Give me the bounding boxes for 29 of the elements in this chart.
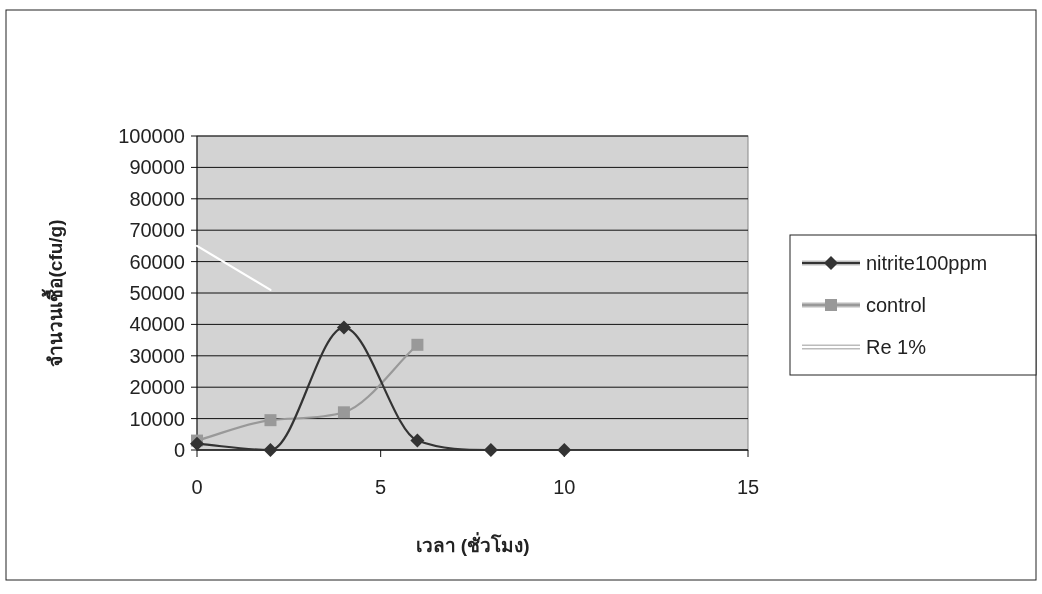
- y-axis-title: จำนวนเชื้อ(cfu/g): [41, 219, 66, 367]
- y-tick-label: 0: [173, 439, 185, 461]
- x-tick-label: 15: [736, 476, 760, 498]
- y-tick-label: 50000: [129, 282, 185, 304]
- point: [336, 320, 351, 335]
- y-tick-label: 80000: [129, 187, 185, 210]
- point: [263, 443, 278, 457]
- y-tick-label: 90000: [129, 156, 185, 179]
- legend-label: control: [866, 294, 927, 316]
- y-tick-label: 20000: [129, 376, 185, 399]
- y-tick-label: 100000: [118, 125, 185, 147]
- x-tick-label: 0: [191, 476, 203, 498]
- x-tick-label: 5: [375, 476, 387, 498]
- point: [410, 433, 425, 448]
- y-tick-label: 10000: [129, 407, 185, 430]
- y-tick-label: 40000: [129, 313, 185, 336]
- x-tick-label: 10: [553, 476, 576, 498]
- point: [483, 443, 498, 457]
- y-tick-label: 60000: [129, 250, 185, 273]
- legend-label: nitrite100ppm: [866, 252, 988, 274]
- point: [557, 443, 572, 457]
- point: [264, 414, 277, 427]
- y-tick-label: 70000: [129, 219, 185, 242]
- point: [190, 436, 204, 451]
- x-axis-title: เวลา (ชั่วโมง): [415, 532, 530, 556]
- y-tick-label: 30000: [129, 344, 185, 367]
- legend-label: Re 1%: [866, 336, 927, 358]
- point: [411, 338, 424, 351]
- point: [337, 406, 350, 419]
